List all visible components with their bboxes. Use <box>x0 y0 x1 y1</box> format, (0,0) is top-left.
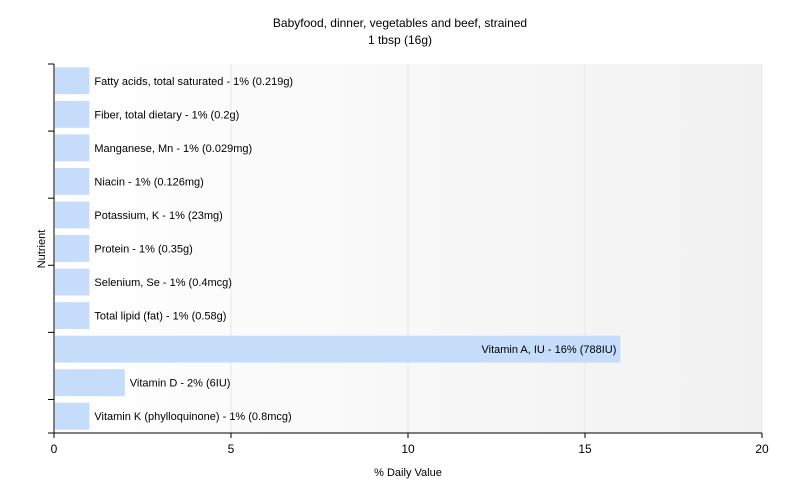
x-tick-label: 20 <box>755 442 769 456</box>
bar <box>55 134 90 162</box>
bar-label: Niacin - 1% (0.126mg) <box>94 176 203 188</box>
bar-label: Selenium, Se - 1% (0.4mcg) <box>94 277 232 289</box>
bars <box>55 67 621 430</box>
bar-label: Total lipid (fat) - 1% (0.58g) <box>94 311 226 323</box>
bar-label: Vitamin K (phylloquinone) - 1% (0.8mcg) <box>94 411 291 423</box>
bar <box>55 268 90 296</box>
axes <box>48 63 763 438</box>
bar <box>55 201 90 229</box>
bar-label: Potassium, K - 1% (23mg) <box>94 210 222 222</box>
bar <box>55 335 621 363</box>
bar <box>55 369 125 397</box>
bar <box>55 402 90 430</box>
chart-subtitle: 1 tbsp (16g) <box>368 33 432 47</box>
bar <box>55 67 90 95</box>
bar-label: Vitamin A, IU - 16% (788IU) <box>481 344 616 356</box>
bar <box>55 235 90 262</box>
x-tick-label: 10 <box>401 442 415 456</box>
chart-title: Babyfood, dinner, vegetables and beef, s… <box>273 16 527 30</box>
bar-label: Manganese, Mn - 1% (0.029mg) <box>94 143 252 155</box>
x-axis-label: % Daily Value <box>374 467 442 479</box>
bar-label: Protein - 1% (0.35g) <box>94 244 192 256</box>
bar-label: Vitamin D - 2% (6IU) <box>130 378 231 390</box>
x-tick-label: 15 <box>578 442 592 456</box>
bar <box>55 100 90 128</box>
bar-label: Fatty acids, total saturated - 1% (0.219… <box>94 76 293 88</box>
grid-lines <box>230 64 763 433</box>
bar <box>55 302 90 330</box>
bar-label: Fiber, total dietary - 1% (0.2g) <box>94 109 239 121</box>
bar-labels: Fatty acids, total saturated - 1% (0.219… <box>94 76 616 423</box>
x-tick-label: 0 <box>51 442 58 456</box>
y-axis-label: Nutrient <box>36 230 48 269</box>
bar <box>55 167 90 195</box>
x-tick-labels: 0 5 10 15 20 <box>51 442 769 456</box>
x-tick-label: 5 <box>228 442 235 456</box>
